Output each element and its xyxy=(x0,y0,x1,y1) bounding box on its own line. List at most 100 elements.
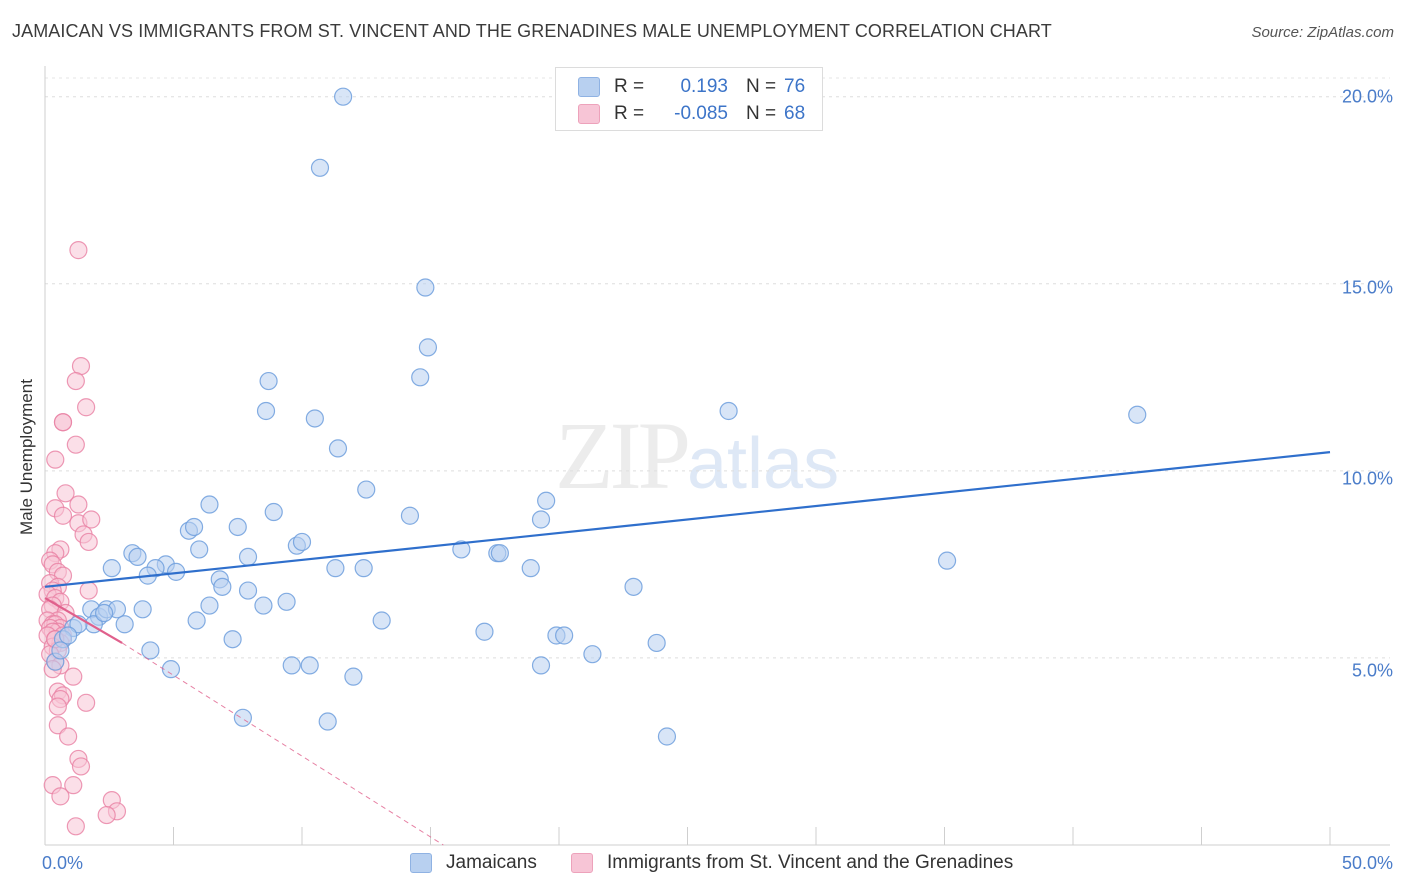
immigrants-point xyxy=(53,413,73,432)
immigrants-trendline xyxy=(44,597,123,644)
immigrants-point xyxy=(48,716,67,735)
jamaicans-point xyxy=(344,667,363,686)
legend-row-immigrants: R = -0.085 N = 68 xyxy=(578,103,805,125)
immigrants-point xyxy=(66,371,85,391)
jamaicans-point xyxy=(256,401,276,421)
jamaicans-point xyxy=(521,559,540,578)
immigrants-point xyxy=(69,495,88,514)
jamaicans-point xyxy=(300,656,319,675)
jamaicans-point xyxy=(51,641,70,660)
jamaicans-point xyxy=(555,626,574,645)
jamaicans-point xyxy=(264,502,283,522)
legend-swatch-pink xyxy=(578,104,600,124)
jamaicans-point xyxy=(328,439,348,458)
legend-r-value: -0.085 xyxy=(674,103,728,124)
jamaicans-point xyxy=(190,540,209,559)
legend-n-value: 76 xyxy=(784,76,806,97)
y-tick-label: 15.0% xyxy=(1341,277,1393,298)
watermark-zip: ZIP xyxy=(555,402,691,509)
jamaicans-point xyxy=(115,615,134,634)
jamaicans-point xyxy=(213,577,232,596)
chart-title: JAMAICAN VS IMMIGRANTS FROM ST. VINCENT … xyxy=(12,21,1052,41)
jamaicans-point xyxy=(416,278,435,297)
jamaicans-point xyxy=(59,626,78,645)
jamaicans-point xyxy=(531,510,551,529)
jamaicans-point xyxy=(452,540,471,559)
legend-r-label: R = xyxy=(614,103,645,124)
bottom-legend-label: Jamaicans xyxy=(446,852,537,873)
jamaicans-point xyxy=(141,641,160,660)
jamaicans-point xyxy=(354,559,373,578)
legend-n-label: N = xyxy=(746,76,777,97)
watermark: ZIPatlas xyxy=(555,400,839,511)
jamaicans-point xyxy=(233,708,252,727)
legend-n-value: 68 xyxy=(784,103,806,124)
immigrants-point xyxy=(97,805,116,825)
immigrants-point xyxy=(48,697,67,716)
immigrants-point xyxy=(79,581,98,600)
immigrants-point xyxy=(64,776,83,795)
x-tick-label-min: 0.0% xyxy=(42,853,84,873)
immigrants-point xyxy=(64,667,83,686)
x-tick-label-max: 50.0% xyxy=(1341,853,1393,873)
jamaicans-point xyxy=(400,506,420,525)
jamaicans-point xyxy=(238,581,258,600)
jamaicans-point xyxy=(102,559,121,578)
immigrants-point xyxy=(59,727,78,746)
jamaicans-point xyxy=(254,596,273,615)
immigrants-point xyxy=(77,398,96,417)
jamaicans-point xyxy=(624,577,643,596)
bottom-legend-label: Immigrants from St. Vincent and the Gren… xyxy=(607,852,1014,873)
jamaicans-point xyxy=(583,645,602,664)
correlation-legend: R = 0.193 N = 76 R = -0.085 N = 68 xyxy=(555,67,823,131)
legend-r-value: 0.193 xyxy=(680,76,728,97)
immigrants-point xyxy=(71,757,91,776)
bottom-legend-swatch-blue xyxy=(410,853,432,873)
watermark-atlas: atlas xyxy=(687,424,840,504)
y-axis-label: Male Unemployment xyxy=(17,379,36,535)
immigrants-point xyxy=(56,484,75,503)
jamaicans-point xyxy=(282,656,301,675)
jamaicans-trendline xyxy=(44,451,1331,588)
jamaicans-point xyxy=(372,611,391,630)
jamaicans-point xyxy=(310,158,330,177)
y-tick-label: 10.0% xyxy=(1341,468,1393,489)
source-label: Source: ZipAtlas.com xyxy=(1251,24,1394,41)
immigrants-point xyxy=(79,532,98,552)
immigrants-point xyxy=(51,787,70,806)
jamaicans-point xyxy=(334,87,353,106)
jamaicans-point xyxy=(161,660,181,679)
jamaicans-point xyxy=(357,480,376,499)
jamaicans-point xyxy=(259,371,278,391)
bottom-legend-immigrants: Immigrants from St. Vincent and the Gren… xyxy=(571,852,1013,874)
jamaicans-point xyxy=(318,712,337,731)
jamaicans-point xyxy=(647,633,666,653)
jamaicans-point xyxy=(238,547,258,567)
immigrants-point xyxy=(66,817,85,836)
legend-row-jamaicans: R = 0.193 N = 76 xyxy=(578,76,805,98)
jamaicans-point xyxy=(418,338,438,357)
bottom-legend-swatch-pink xyxy=(571,853,593,873)
jamaicans-point xyxy=(223,630,242,649)
jamaicans-point xyxy=(133,600,152,619)
immigrants-point xyxy=(53,506,73,525)
jamaicans-point xyxy=(475,622,494,641)
jamaicans-point xyxy=(95,603,114,623)
immigrants-point xyxy=(69,241,88,260)
jamaicans-point xyxy=(411,368,430,387)
immigrants-point xyxy=(46,450,65,469)
immigrants-point xyxy=(82,510,101,529)
immigrants-point xyxy=(66,435,85,454)
jamaicans-point xyxy=(200,495,219,514)
jamaicans-point xyxy=(490,544,509,563)
jamaicans-point xyxy=(277,592,296,611)
jamaicans-point xyxy=(292,532,312,552)
jamaicans-point xyxy=(657,727,677,746)
jamaicans-point xyxy=(326,559,345,578)
bottom-legend-jamaicans: Jamaicans xyxy=(410,852,537,874)
jamaicans-point xyxy=(305,409,324,428)
jamaicans-point xyxy=(719,401,738,421)
jamaicans-point xyxy=(128,547,147,567)
legend-r-label: R = xyxy=(614,76,645,97)
